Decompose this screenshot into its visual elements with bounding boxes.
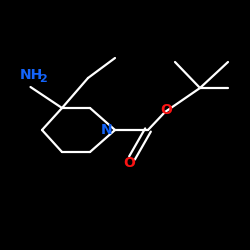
Text: 2: 2: [39, 74, 46, 84]
Text: NH: NH: [20, 68, 43, 82]
Text: O: O: [160, 102, 172, 117]
Text: O: O: [124, 156, 136, 170]
Text: N: N: [100, 123, 112, 137]
